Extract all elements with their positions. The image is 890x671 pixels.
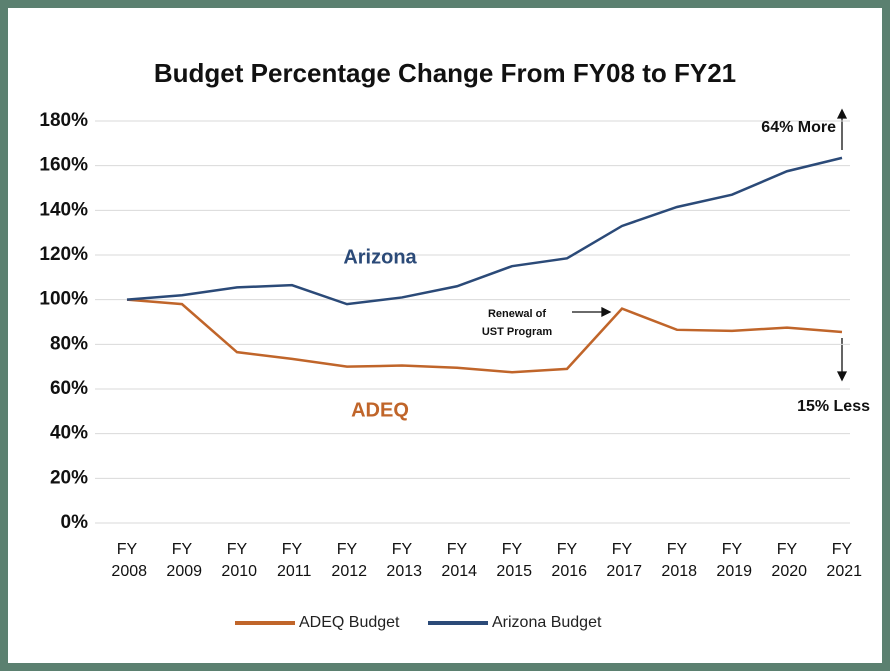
annotation: Renewal of (488, 308, 546, 320)
y-tick-label: 180% (39, 110, 88, 131)
y-tick-label: 80% (50, 333, 88, 354)
x-tick-label: FY 2021 (822, 541, 862, 580)
x-tick-label: FY 2009 (162, 541, 202, 580)
x-tick-label: FY 2016 (547, 541, 587, 580)
series-line (126, 156, 843, 306)
x-tick-label: FY 2019 (712, 541, 752, 580)
y-tick-label: 160% (39, 155, 88, 176)
x-tick-label: FY 2017 (602, 541, 642, 580)
annotation: 64% More (761, 119, 836, 136)
x-tick-label: FY 2014 (437, 541, 477, 580)
x-tick-label: FY 2012 (327, 541, 367, 580)
x-tick-label: FY 2020 (767, 541, 807, 580)
x-tick-label: FY 2015 (492, 541, 532, 580)
y-tick-label: 120% (39, 244, 88, 265)
y-tick-label: 60% (50, 378, 88, 399)
x-tick-label: FY 2011 (273, 541, 312, 580)
y-tick-label: 140% (39, 199, 88, 220)
x-tick-label: FY 2013 (382, 541, 422, 580)
legend-label: Arizona Budget (492, 614, 602, 631)
annotation-arrows (572, 108, 848, 382)
annotation: Arizona (343, 246, 417, 268)
chart-title: Budget Percentage Change From FY08 to FY… (154, 58, 736, 88)
y-tick-label: 0% (61, 512, 89, 533)
y-tick-label: 100% (39, 289, 88, 310)
y-tick-label: 20% (50, 467, 88, 488)
x-tick-label: FY 2018 (657, 541, 697, 580)
annotation: ADEQ (351, 399, 409, 421)
annotation: UST Program (482, 326, 553, 338)
legend-label: ADEQ Budget (299, 614, 400, 631)
x-tick-label: FY 2008 (107, 541, 147, 580)
y-tick-label: 40% (50, 423, 88, 444)
series-line (126, 298, 843, 374)
x-tick-label: FY 2010 (217, 541, 257, 580)
annotation: 15% Less (797, 398, 870, 415)
